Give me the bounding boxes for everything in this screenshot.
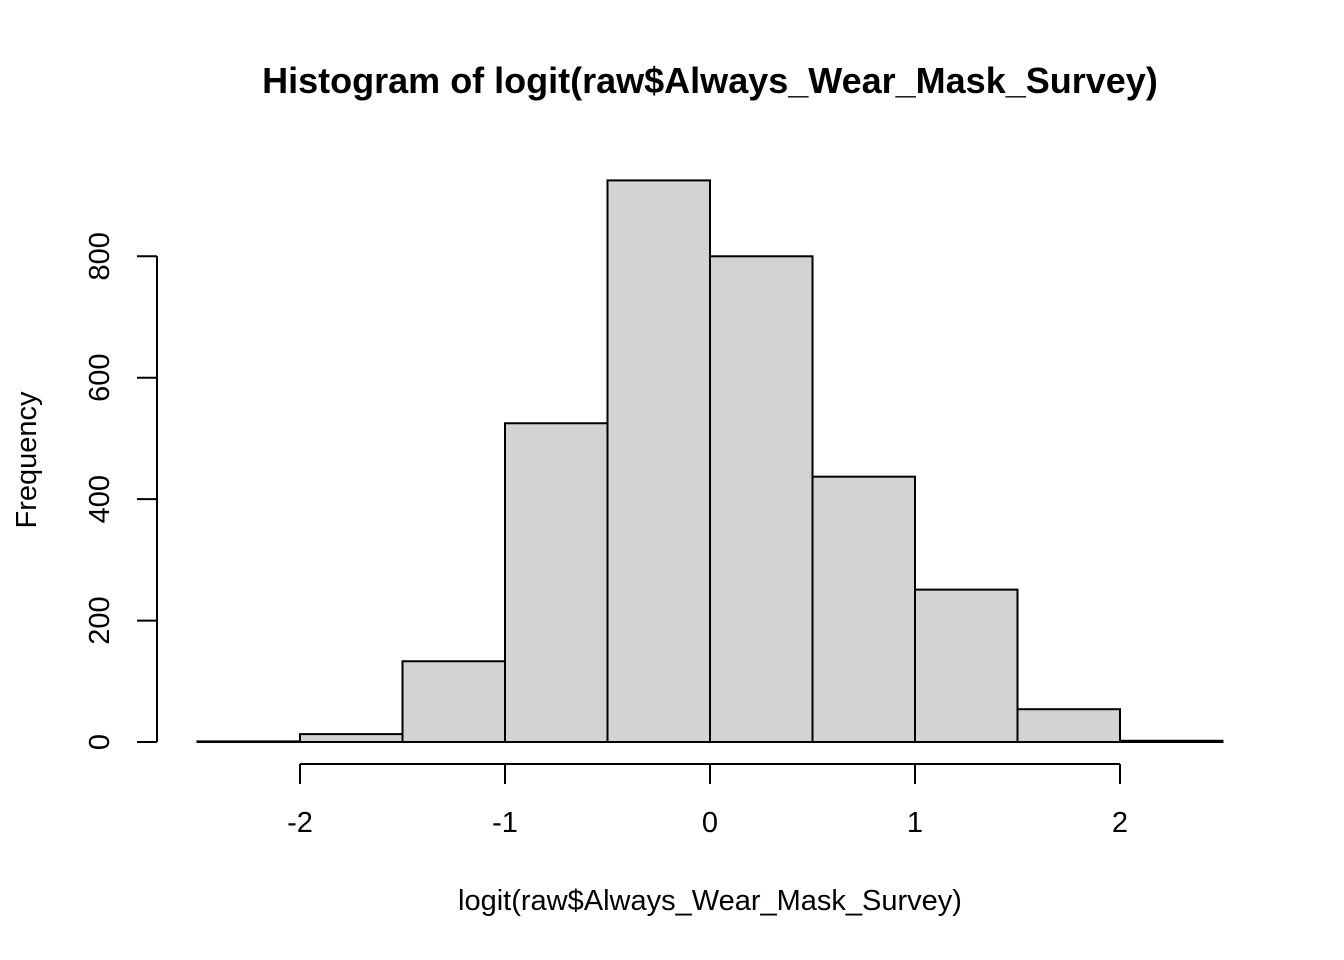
x-tick-label: 2 bbox=[1112, 807, 1128, 839]
bars-group bbox=[196, 179, 1224, 744]
histogram-bar bbox=[811, 475, 916, 743]
x-tick-label: -2 bbox=[287, 807, 313, 839]
x-tick-label: -1 bbox=[492, 807, 518, 839]
chart-title: Histogram of logit(raw$Always_Wear_Mask_… bbox=[262, 60, 1158, 101]
histogram-bar bbox=[196, 740, 301, 744]
histogram-bar bbox=[914, 588, 1019, 743]
y-tick-label: 400 bbox=[84, 475, 116, 523]
y-axis-label: Frequency bbox=[11, 391, 43, 529]
y-tick-label: 0 bbox=[84, 734, 116, 750]
x-axis: -2 -1 0 1 2 bbox=[287, 763, 1128, 839]
y-tick-label: 600 bbox=[84, 354, 116, 402]
histogram-bar bbox=[504, 422, 609, 743]
y-tick-label: 200 bbox=[84, 596, 116, 644]
x-axis-label: logit(raw$Always_Wear_Mask_Survey) bbox=[458, 885, 962, 917]
histogram-bar bbox=[299, 733, 404, 743]
histogram-bar bbox=[1016, 708, 1121, 743]
y-tick-label: 800 bbox=[84, 232, 116, 280]
x-tick-label: 0 bbox=[702, 807, 718, 839]
histogram-bar bbox=[606, 179, 711, 743]
histogram-bar bbox=[1119, 739, 1224, 743]
histogram-bar bbox=[709, 255, 814, 743]
histogram-bar bbox=[401, 660, 506, 743]
x-tick-label: 1 bbox=[907, 807, 923, 839]
y-axis: 0 200 400 600 800 bbox=[84, 232, 158, 750]
